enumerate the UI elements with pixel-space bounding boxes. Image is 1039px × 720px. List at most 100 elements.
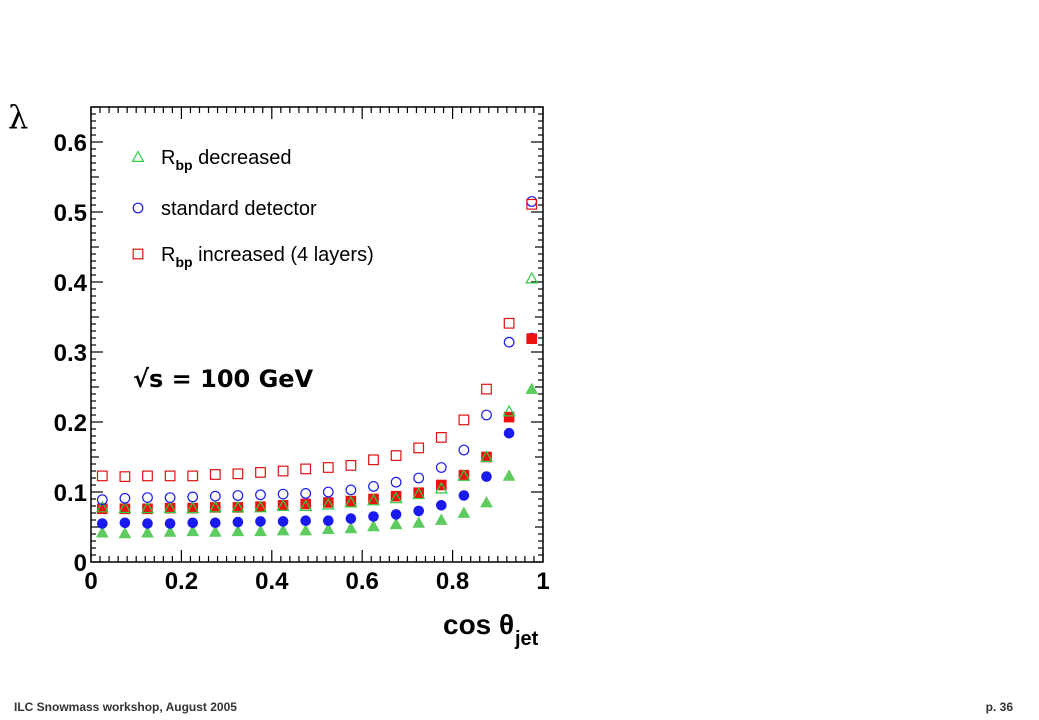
data-point-circle-filled: [458, 490, 470, 501]
x-tick-label: 1: [536, 568, 549, 595]
data-point-triangle-filled: [254, 524, 267, 537]
data-point-square-open: [119, 471, 131, 482]
footer-page-number: p. 36: [985, 700, 1013, 714]
data-point-square-filled: [323, 497, 334, 508]
data-point-triangle-filled: [208, 525, 222, 537]
data-point-triangle-filled: [141, 526, 154, 538]
data-point-square-filled: [277, 500, 289, 511]
data-point-square-filled: [142, 503, 153, 515]
data-point-triangle-filled: [344, 521, 358, 534]
x-axis-label: cos θ: [443, 609, 514, 640]
data-point-circle-open: [232, 490, 244, 501]
data-point-circle-open: [209, 490, 221, 502]
data-point-triangle-open: [276, 499, 290, 511]
x-tick-label: 0.6: [346, 568, 379, 595]
data-point-triangle-open: [412, 487, 426, 500]
data-point-circle-filled: [436, 500, 447, 511]
data-point-triangle-open: [502, 404, 516, 417]
x-tick-label: 0.2: [165, 568, 198, 595]
data-point-circle-filled: [390, 509, 402, 520]
data-point-circle-filled: [142, 518, 153, 529]
data-point-triangle-open: [344, 495, 358, 508]
y-tick-label: 0.6: [54, 130, 87, 157]
data-point-triangle-open: [389, 491, 403, 504]
data-point-triangle-open: [231, 500, 245, 513]
data-point-square-open: [526, 198, 538, 210]
data-point-triangle-filled: [321, 522, 335, 534]
y-tick-label: 0: [74, 550, 87, 577]
data-point-square-open: [368, 454, 379, 466]
data-point-circle-open: [390, 476, 402, 488]
data-point-square-filled: [458, 469, 470, 481]
energy-annotation: √s = 100 GeV: [133, 365, 314, 393]
data-point-circle-filled: [503, 427, 515, 439]
data-point-circle-open: [435, 462, 447, 473]
x-axis-label-subscript: jet: [514, 628, 539, 650]
data-point-triangle-filled: [412, 516, 426, 528]
data-point-circle-open: [322, 486, 334, 498]
data-point-square-open: [142, 470, 153, 482]
data-point-square-open: [255, 467, 266, 478]
data-point-triangle-filled: [163, 525, 177, 537]
data-point-triangle-open: [321, 497, 335, 510]
y-tick-label: 0.3: [54, 340, 87, 367]
data-point-circle-filled: [413, 505, 425, 517]
data-point-triangle-open: [186, 501, 200, 514]
data-point-triangle-filled: [480, 495, 493, 508]
data-point-triangle-filled: [118, 526, 132, 539]
data-point-square-open: [503, 317, 515, 329]
data-point-circle-filled: [300, 515, 312, 527]
x-tick-label: 0.8: [436, 568, 469, 595]
data-point-circle-open: [300, 488, 312, 499]
x-tick-label: 0: [84, 568, 97, 595]
y-tick-label: 0.5: [54, 200, 87, 227]
data-point-triangle-filled: [95, 526, 109, 538]
data-point-triangle-filled: [186, 524, 200, 537]
data-point-triangle-open: [479, 450, 494, 462]
data-point-circle-filled: [277, 516, 289, 527]
data-point-square-open: [277, 465, 289, 477]
data-point-circle-open: [481, 409, 492, 421]
y-tick-label: 0.1: [54, 480, 87, 507]
data-point-triangle-filled: [525, 382, 539, 394]
data-point-square-open: [458, 414, 470, 426]
data-point-square-filled: [390, 490, 402, 502]
y-axis-label: λ: [8, 98, 28, 136]
data-point-triangle-open: [140, 501, 155, 514]
data-point-triangle-open: [525, 271, 539, 284]
data-point-triangle-open: [457, 469, 471, 481]
data-point-triangle-open: [95, 500, 109, 513]
data-point-triangle-filled: [434, 513, 448, 525]
data-point-square-filled: [436, 479, 447, 491]
legend-marker-square-open: [132, 248, 144, 260]
data-point-triangle-filled: [276, 523, 290, 536]
data-point-square-open: [322, 462, 334, 473]
data-points: [95, 150, 539, 539]
legend-label: standard detector: [161, 198, 317, 220]
data-point-circle-filled: [323, 515, 334, 527]
data-point-square-open: [96, 470, 108, 482]
data-point-square-open: [300, 463, 312, 475]
data-point-triangle-open: [163, 501, 177, 514]
data-point-circle-open: [142, 492, 153, 504]
data-point-square-open: [390, 450, 402, 461]
data-point-circle-open: [164, 492, 176, 504]
data-point-square-open: [187, 470, 199, 482]
footer-workshop-label: ILC Snowmass workshop, August 2005: [14, 700, 237, 714]
data-point-square-filled: [526, 333, 538, 344]
x-tick-label: 0.4: [255, 568, 289, 595]
data-point-circle-filled: [232, 516, 244, 528]
data-point-triangle-filled: [231, 524, 245, 537]
data-point-square-open: [435, 432, 447, 443]
data-point-triangle-filled: [502, 469, 516, 481]
data-point-circle-open: [503, 336, 515, 348]
data-point-triangle-filled: [389, 517, 403, 530]
data-point-square-open: [232, 468, 244, 480]
data-point-circle-open: [458, 444, 470, 456]
data-point-square-open: [345, 460, 357, 471]
data-point-circle-open: [526, 196, 538, 207]
data-point-square-open: [164, 470, 176, 482]
data-point-circle-open: [413, 472, 425, 484]
